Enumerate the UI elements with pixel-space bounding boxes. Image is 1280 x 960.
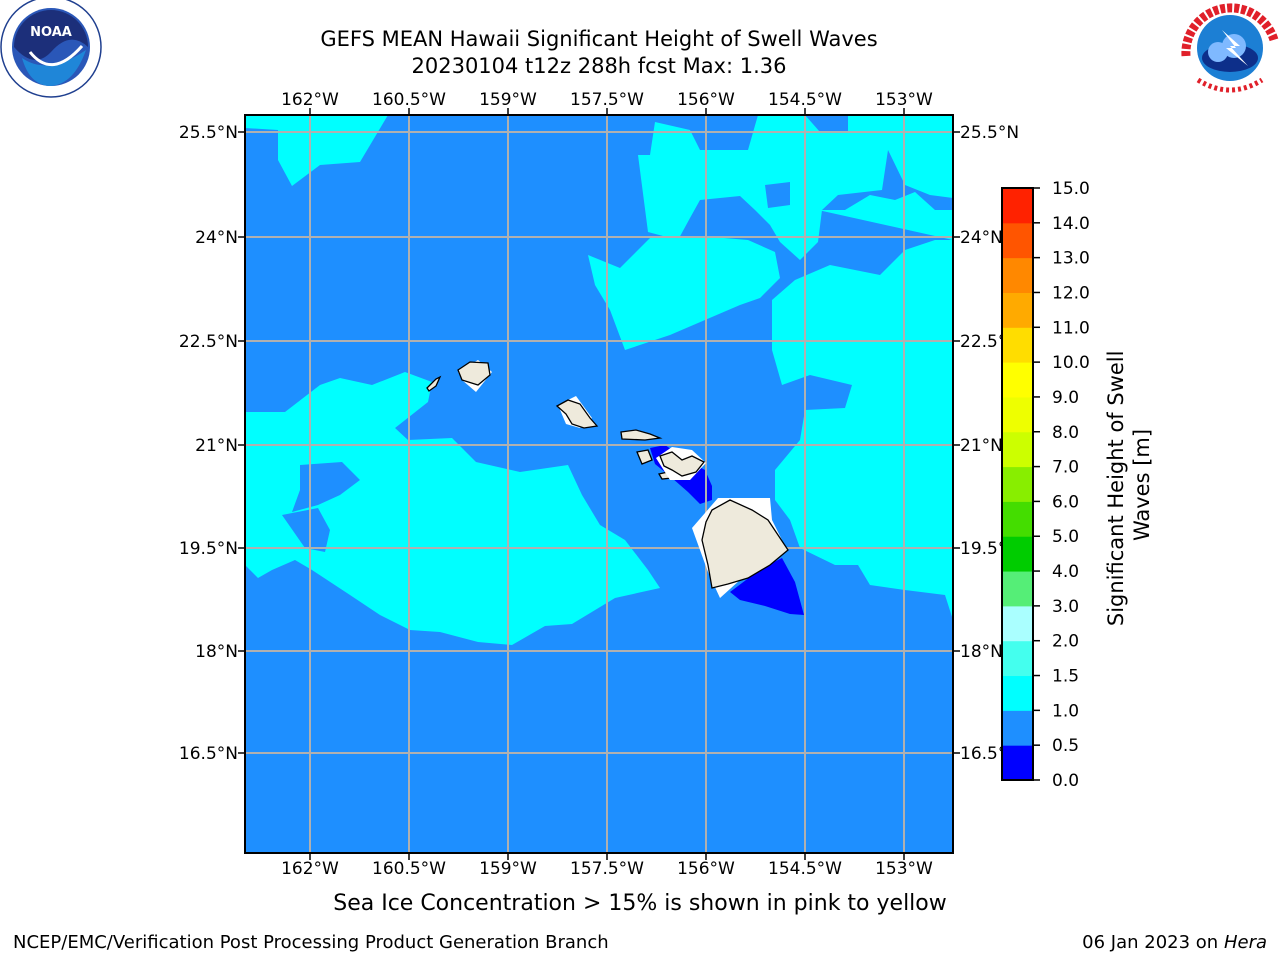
colorbar-tick-label: 4.0	[1052, 562, 1079, 582]
host-name: Hera	[1223, 932, 1267, 953]
colorbar-tick-label: 8.0	[1052, 423, 1079, 443]
lat-lon-grid	[245, 115, 953, 853]
swell-pocket-west-2	[282, 508, 330, 552]
swell-region-central	[588, 236, 780, 350]
swell-region-southwest	[245, 372, 660, 645]
lon-label-bottom: 162°W	[281, 859, 339, 879]
kauai	[457, 361, 491, 386]
colorbar-tick-label: 15.0	[1052, 179, 1090, 199]
colorbar-label: Significant Height of Swell Waves [m]	[1104, 344, 1154, 626]
map-subtitle: 20230104 t12z 288h fcst Max: 1.36	[411, 54, 787, 78]
lon-label-top: 153°W	[875, 90, 933, 110]
lat-label-left: 16.5°N	[179, 744, 238, 764]
colorbar-label-line1: Significant Height of Swell	[1104, 351, 1128, 627]
swell-region-east	[772, 192, 953, 620]
lat-label-left: 24°N	[195, 228, 238, 248]
colorbar-tick-label: 6.0	[1052, 492, 1079, 512]
lat-label-left: 22.5°N	[179, 332, 238, 352]
colorbar	[1002, 188, 1033, 781]
colorbar-tick-label: 3.0	[1052, 597, 1079, 617]
colorbar-tick-label: 13.0	[1052, 249, 1090, 269]
colorbar-segment	[1002, 710, 1033, 746]
credit-text: NCEP/EMC/Verification Post Processing Pr…	[13, 932, 609, 953]
lon-label-top: 160.5°W	[372, 90, 446, 110]
lon-label-bottom: 157.5°W	[570, 859, 644, 879]
lon-label-top: 154.5°W	[768, 90, 842, 110]
colorbar-tick-label: 9.0	[1052, 388, 1079, 408]
colorbar-tick-label: 7.0	[1052, 458, 1079, 478]
lat-label-left: 18°N	[195, 642, 238, 662]
colorbar-tick-label: 0.0	[1052, 771, 1079, 791]
lat-label-left: 25.5°N	[179, 123, 238, 143]
colorbar-tick-label: 1.0	[1052, 701, 1079, 721]
colorbar-segment	[1002, 396, 1033, 433]
colorbar-segment	[1002, 466, 1033, 502]
colorbar-label-line2: Waves [m]	[1130, 429, 1154, 541]
map-title: GEFS MEAN Hawaii Significant Height of S…	[320, 27, 878, 51]
lon-label-bottom: 159°W	[479, 859, 537, 879]
maui	[659, 451, 706, 477]
colorbar-segment	[1002, 362, 1033, 398]
band-0-0.5-hawaii	[730, 558, 804, 615]
colorbar-segment	[1002, 327, 1033, 363]
map-frame	[244, 114, 954, 854]
colorbar-segment	[1002, 745, 1033, 781]
colorbar-segment	[1002, 605, 1033, 642]
colorbar-tick-label: 5.0	[1052, 527, 1079, 547]
lon-label-top: 157.5°W	[570, 90, 644, 110]
noaa-logo: NOAA	[0, 0, 102, 98]
colorbar-segment	[1002, 431, 1033, 468]
molokai	[620, 429, 663, 441]
lat-label-right: 24°N	[960, 228, 1003, 248]
islands	[426, 360, 789, 598]
swell-field	[245, 115, 953, 853]
colorbar-segment	[1002, 188, 1033, 224]
colorbar-segment	[1002, 640, 1033, 677]
big-island	[701, 499, 789, 589]
lat-label-right: 21°N	[960, 436, 1003, 456]
lon-label-bottom: 153°W	[875, 859, 933, 879]
colorbar-segment	[1002, 571, 1033, 607]
swell-region-northeast	[638, 115, 953, 260]
colorbar-segment	[1002, 675, 1033, 711]
run-date: 06 Jan 2023 on Hera	[1082, 932, 1267, 953]
colorbar-tick-label: 0.5	[1052, 736, 1079, 756]
lat-label-left: 21°N	[195, 436, 238, 456]
lon-label-bottom: 154.5°W	[768, 859, 842, 879]
lat-label-left: 19.5°N	[179, 539, 238, 559]
colorbar-segment	[1002, 222, 1033, 259]
run-date-text: 06 Jan 2023 on	[1082, 932, 1224, 953]
lanai	[636, 449, 653, 465]
colorbar-segment	[1002, 501, 1033, 537]
sea-ice-note: Sea Ice Concentration > 15% is shown in …	[333, 891, 947, 916]
lon-label-top: 162°W	[281, 90, 339, 110]
colorbar-tick-label: 14.0	[1052, 214, 1090, 234]
axis-ticks	[238, 108, 960, 860]
colorbar-tick-label: 10.0	[1052, 353, 1090, 373]
colorbar-segment	[1002, 257, 1033, 293]
colorbar-segment	[1002, 292, 1033, 328]
swell-spot-1	[765, 182, 790, 208]
nws-logo	[1181, 0, 1279, 96]
colorbar-tick-label: 11.0	[1052, 318, 1090, 338]
colorbar-tick-label: 2.0	[1052, 632, 1079, 652]
colorbar-segment	[1002, 536, 1033, 572]
colorbar-tick-label: 12.0	[1052, 283, 1090, 303]
colorbar-frame	[1001, 187, 1034, 781]
lon-label-bottom: 156°W	[677, 859, 735, 879]
oahu	[555, 399, 599, 429]
lat-label-right: 25.5°N	[960, 123, 1019, 143]
colorbar-tick-label: 1.5	[1052, 667, 1079, 687]
lon-label-top: 159°W	[479, 90, 537, 110]
lon-label-top: 156°W	[677, 90, 735, 110]
lat-label-right: 18°N	[960, 642, 1003, 662]
lon-label-bottom: 160.5°W	[372, 859, 446, 879]
niihau	[426, 375, 442, 392]
noaa-logo-text: NOAA	[30, 25, 72, 40]
